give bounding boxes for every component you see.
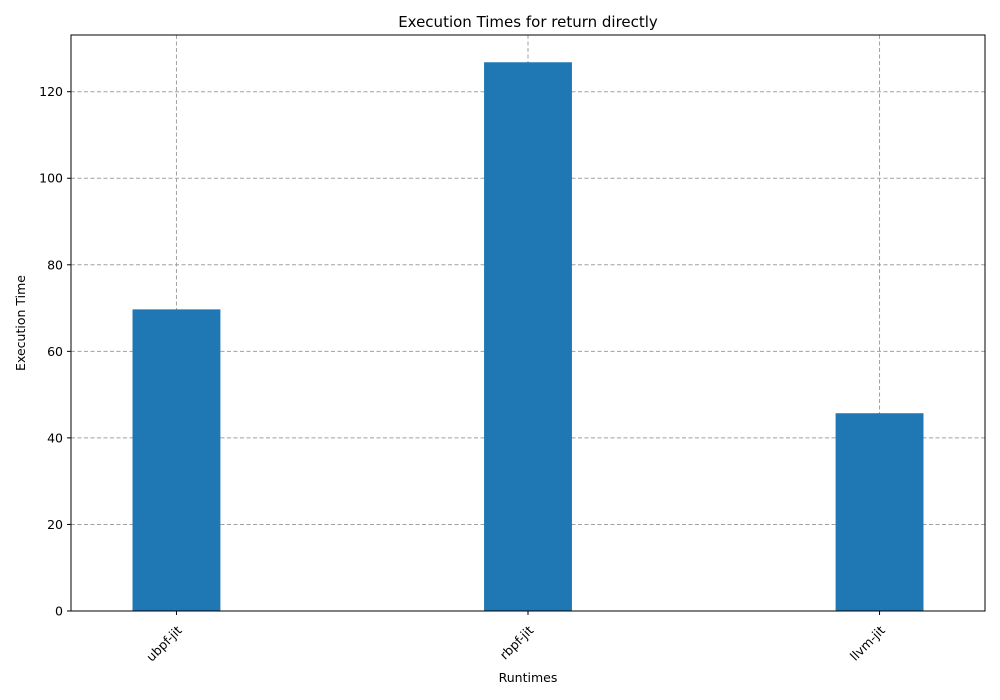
y-tick-label: 80 xyxy=(47,257,63,272)
y-tick-label: 0 xyxy=(55,604,63,619)
bar-llvm-jit xyxy=(835,413,924,611)
y-tick-label: 20 xyxy=(47,517,63,532)
chart-title: Execution Times for return directly xyxy=(398,13,658,31)
bar-ubpf-jit xyxy=(132,309,221,611)
y-tick-label: 40 xyxy=(47,430,63,445)
x-tick-label: llvm-jit xyxy=(847,623,888,664)
x-axis-title: Runtimes xyxy=(499,670,558,685)
bars-layer xyxy=(132,62,924,611)
bar-rbpf-jit xyxy=(484,62,572,611)
y-tick-label: 120 xyxy=(39,84,63,99)
y-tick-label: 100 xyxy=(39,171,63,186)
x-tick-label: ubpf-jit xyxy=(143,623,185,665)
y-tick-label: 60 xyxy=(47,344,63,359)
x-tick-label: rbpf-jit xyxy=(497,623,537,663)
y-axis-title: Execution Time xyxy=(13,275,28,371)
